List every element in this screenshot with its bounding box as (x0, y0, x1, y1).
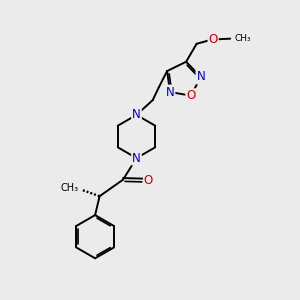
Text: O: O (144, 174, 153, 187)
Text: O: O (186, 89, 196, 102)
Text: N: N (132, 108, 141, 122)
Text: N: N (132, 152, 141, 165)
Text: CH₃: CH₃ (234, 34, 251, 43)
Text: CH₃: CH₃ (61, 183, 79, 194)
Text: N: N (166, 85, 174, 98)
Text: O: O (208, 33, 218, 46)
Text: N: N (196, 70, 205, 83)
